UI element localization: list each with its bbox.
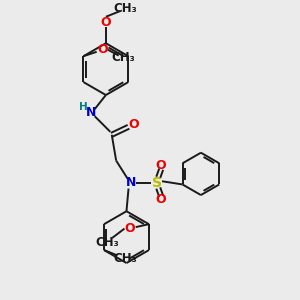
- Text: O: O: [97, 43, 108, 56]
- Text: H: H: [79, 102, 87, 112]
- Text: O: O: [128, 118, 139, 131]
- Text: CH₃: CH₃: [113, 2, 137, 15]
- Text: S: S: [152, 176, 162, 190]
- Text: O: O: [156, 193, 166, 206]
- Text: O: O: [124, 222, 135, 235]
- Text: CH₃: CH₃: [113, 252, 137, 265]
- Text: O: O: [156, 159, 166, 172]
- Text: N: N: [86, 106, 96, 119]
- Text: O: O: [100, 16, 111, 28]
- Text: CH₃: CH₃: [111, 52, 135, 64]
- Text: CH₃: CH₃: [96, 236, 120, 249]
- Text: N: N: [126, 176, 136, 189]
